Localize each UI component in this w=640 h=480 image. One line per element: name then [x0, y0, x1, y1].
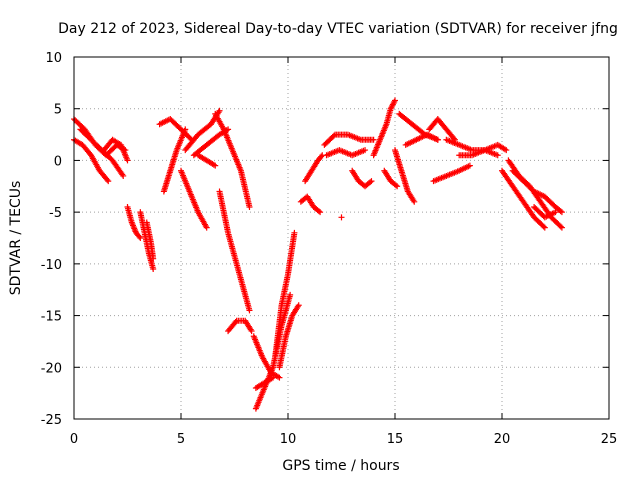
- series-arc-35: [443, 136, 510, 154]
- series-arc-26: [338, 214, 345, 221]
- data-point: [246, 307, 253, 314]
- data-point: [317, 209, 324, 216]
- data-point: [203, 224, 210, 231]
- series-arc-16: [225, 317, 255, 335]
- series-arc-1: [71, 116, 129, 159]
- series-arc-32: [402, 131, 441, 148]
- series-arc-9: [160, 126, 189, 195]
- data-point: [494, 152, 501, 159]
- series-arc-20: [276, 302, 302, 371]
- data-point: [120, 172, 127, 179]
- y-tick-label: -25: [41, 413, 62, 428]
- y-tick-label: -20: [41, 361, 62, 376]
- y-tick-label: -5: [49, 206, 62, 221]
- data-point: [136, 233, 143, 240]
- data-point: [212, 162, 219, 169]
- data-point: [150, 266, 157, 273]
- series-arc-21: [272, 229, 298, 360]
- data-point: [246, 203, 253, 210]
- x-tick-label: 15: [387, 432, 404, 447]
- data-point: [105, 178, 112, 185]
- series-arc-7: [143, 219, 157, 262]
- x-tick-label: 20: [494, 432, 511, 447]
- series-arc-30: [392, 147, 418, 205]
- series-arc-8: [156, 116, 195, 143]
- series-arc-28: [370, 97, 398, 159]
- data-point: [552, 209, 559, 216]
- y-tick-label: 5: [54, 103, 62, 118]
- data-point: [392, 97, 398, 104]
- series-arc-37: [499, 167, 548, 231]
- series-arc-24: [321, 131, 377, 148]
- x-tick-label: 10: [280, 432, 297, 447]
- series-arc-34: [430, 162, 473, 185]
- data-point: [392, 182, 399, 189]
- series-arc-14: [195, 152, 219, 169]
- series-arc-40: [531, 203, 559, 221]
- data-point: [557, 223, 564, 230]
- series-arc-4: [100, 136, 131, 164]
- data-point: [104, 176, 111, 183]
- axis-ticks: 0 5 10 15 20 25 -25 -20 -15 -10 -5 0 5 10: [41, 51, 618, 447]
- series-arc-29: [381, 167, 401, 190]
- series-arc-2: [71, 136, 112, 185]
- data-point: [411, 198, 418, 205]
- data-point: [558, 224, 565, 231]
- data-point: [137, 235, 144, 241]
- data-point: [338, 214, 345, 221]
- data-point: [370, 136, 377, 143]
- y-tick-label: 0: [54, 154, 62, 169]
- data-point: [315, 208, 322, 215]
- data-point: [434, 136, 441, 143]
- data-point: [291, 229, 298, 236]
- data-point: [540, 223, 547, 230]
- data-point: [503, 147, 510, 154]
- series-arc-10: [178, 167, 210, 231]
- series-arc-27: [349, 167, 375, 190]
- y-axis-label: SDTVAR / TECUs: [8, 181, 24, 296]
- series-arc-36: [456, 147, 501, 159]
- series-arc-22: [297, 193, 324, 216]
- y-tick-label: -10: [41, 258, 62, 273]
- data-point: [391, 98, 398, 105]
- x-tick-label: 25: [601, 432, 618, 447]
- data-point: [557, 208, 564, 215]
- series-arc-39: [509, 167, 565, 216]
- chart-title: Day 212 of 2023, Sidereal Day-to-day VTE…: [58, 21, 618, 37]
- data-point: [318, 153, 325, 160]
- data-point: [330, 132, 337, 139]
- series-arc-15: [216, 188, 253, 314]
- data-point: [394, 183, 401, 190]
- data-point: [270, 374, 277, 381]
- y-tick-label: 10: [45, 51, 62, 66]
- data-point: [287, 291, 294, 298]
- data-point: [276, 374, 283, 381]
- data-point: [216, 107, 223, 114]
- data-marks: [71, 97, 565, 412]
- data-point: [558, 209, 565, 216]
- data-point: [124, 157, 131, 164]
- data-point: [232, 319, 239, 326]
- data-point: [182, 126, 189, 133]
- data-point: [295, 302, 302, 309]
- data-point: [362, 147, 369, 154]
- series-arc-13: [212, 110, 253, 210]
- x-tick-label: 5: [177, 432, 185, 447]
- plot-frame: [73, 56, 610, 420]
- x-tick-label: 0: [70, 432, 78, 447]
- grid: [74, 57, 609, 419]
- data-point: [150, 255, 157, 262]
- series-arc-5: [124, 203, 144, 241]
- y-tick-label: -15: [41, 310, 62, 325]
- x-axis-label: GPS time / hours: [282, 458, 399, 474]
- data-point: [367, 179, 374, 186]
- series-arc-25: [323, 147, 369, 159]
- data-point: [248, 328, 255, 335]
- data-point: [368, 178, 375, 185]
- data-point: [466, 162, 473, 169]
- data-point: [541, 224, 548, 231]
- series-arc-23: [302, 152, 326, 185]
